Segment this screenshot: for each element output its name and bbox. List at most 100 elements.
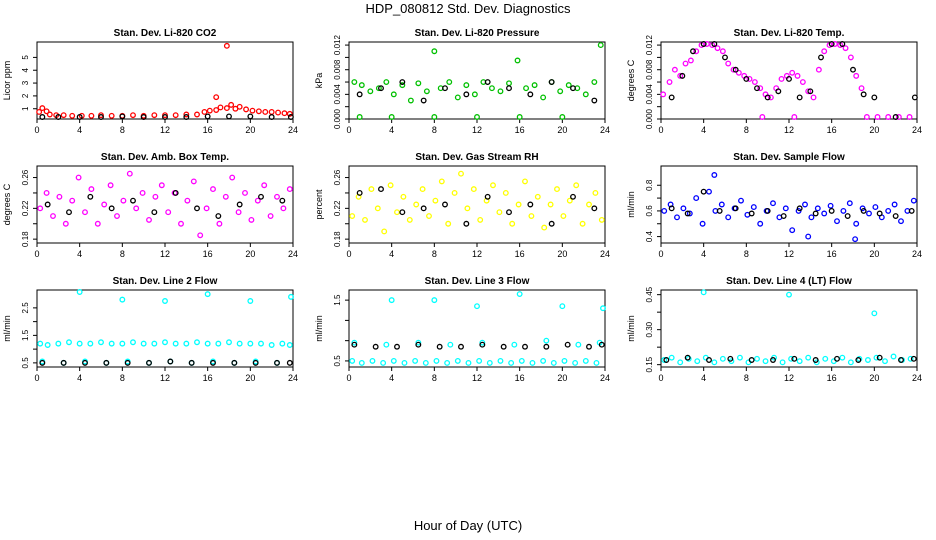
data-point <box>786 291 792 298</box>
data-point <box>88 112 95 119</box>
data-point <box>853 220 860 227</box>
data-point <box>550 359 557 366</box>
data-point <box>188 359 195 366</box>
data-point <box>146 359 152 366</box>
x-tick-label: 20 <box>869 249 879 259</box>
data-point <box>268 114 275 120</box>
x-tick-label: 0 <box>346 373 351 383</box>
data-point <box>543 343 550 350</box>
data-point <box>796 358 803 365</box>
data-point <box>871 94 878 101</box>
data-point <box>699 220 706 227</box>
data-point <box>399 209 406 216</box>
data-point <box>891 201 898 208</box>
data-point <box>267 213 274 219</box>
data-point <box>66 209 72 216</box>
data-point <box>415 339 422 346</box>
x-tick-label: 4 <box>77 125 82 135</box>
x-tick-label: 16 <box>203 125 213 135</box>
x-tick-label: 20 <box>869 373 879 383</box>
data-point <box>98 339 104 346</box>
data-point <box>268 108 275 115</box>
y-tick-label: 0.18 <box>333 231 342 247</box>
data-point <box>204 291 211 298</box>
x-tick-label: 8 <box>432 373 437 383</box>
data-point <box>743 76 750 82</box>
data-point <box>506 209 512 216</box>
data-point <box>399 82 406 89</box>
x-tick-label: 20 <box>557 249 567 259</box>
data-point <box>490 182 496 189</box>
data-point <box>36 108 43 115</box>
x-tick-label: 24 <box>288 249 298 259</box>
data-point <box>463 82 470 89</box>
data-point <box>139 189 146 196</box>
data-point <box>101 201 108 208</box>
data-point <box>736 354 743 361</box>
series-1 <box>37 170 293 239</box>
data-point <box>727 355 734 362</box>
plot-frame <box>660 41 918 120</box>
data-point <box>287 114 294 120</box>
data-point <box>388 297 395 304</box>
panel-title: Stan. Dev. Sample Flow <box>733 152 845 163</box>
data-point <box>586 343 592 350</box>
y-tick-label: 0.000 <box>645 108 654 129</box>
series-1 <box>349 170 605 235</box>
data-point <box>223 42 230 49</box>
x-tick-label: 24 <box>600 373 610 383</box>
data-point <box>566 197 573 204</box>
data-point <box>458 170 464 177</box>
data-point <box>757 220 764 227</box>
data-point <box>810 94 817 101</box>
x-tick-label: 8 <box>744 373 749 383</box>
data-point <box>762 358 769 365</box>
data-point <box>684 210 691 217</box>
data-point <box>69 112 76 119</box>
data-point <box>821 48 828 55</box>
data-point <box>242 189 248 196</box>
data-point <box>476 357 483 364</box>
data-point <box>451 189 458 196</box>
y-axis-label: ml/min <box>626 191 636 218</box>
data-point <box>255 108 262 115</box>
data-point <box>514 57 521 64</box>
data-point <box>842 45 849 52</box>
x-tick-label: 20 <box>245 373 255 383</box>
data-point <box>882 358 888 365</box>
y-tick-label: 0.6 <box>645 205 654 217</box>
data-point <box>711 41 718 47</box>
y-tick-label: 0.004 <box>645 84 654 105</box>
data-point <box>732 205 739 212</box>
x-tick-label: 4 <box>701 125 706 135</box>
data-point <box>866 210 872 217</box>
data-point <box>775 88 782 95</box>
x-tick-label: 0 <box>346 125 351 135</box>
data-point <box>767 94 774 101</box>
data-point <box>39 359 46 366</box>
data-point <box>663 357 670 363</box>
data-point <box>190 178 197 185</box>
data-point <box>235 209 242 216</box>
data-point <box>114 213 120 219</box>
x-tick-label: 0 <box>34 373 39 383</box>
data-point <box>454 94 461 101</box>
data-point <box>693 195 700 202</box>
data-point <box>422 359 429 366</box>
x-tick-label: 12 <box>784 373 794 383</box>
data-point <box>349 357 356 364</box>
y-tick-label: 0.004 <box>333 84 342 105</box>
data-point <box>565 82 572 89</box>
data-point <box>103 359 110 366</box>
series-2 <box>668 41 918 120</box>
data-point <box>433 357 440 364</box>
data-point <box>515 201 522 208</box>
data-point <box>356 114 363 120</box>
data-point <box>252 359 259 366</box>
data-point <box>548 220 555 227</box>
data-point <box>286 359 293 366</box>
data-point <box>82 359 88 366</box>
data-point <box>124 359 131 366</box>
data-point <box>907 355 914 362</box>
